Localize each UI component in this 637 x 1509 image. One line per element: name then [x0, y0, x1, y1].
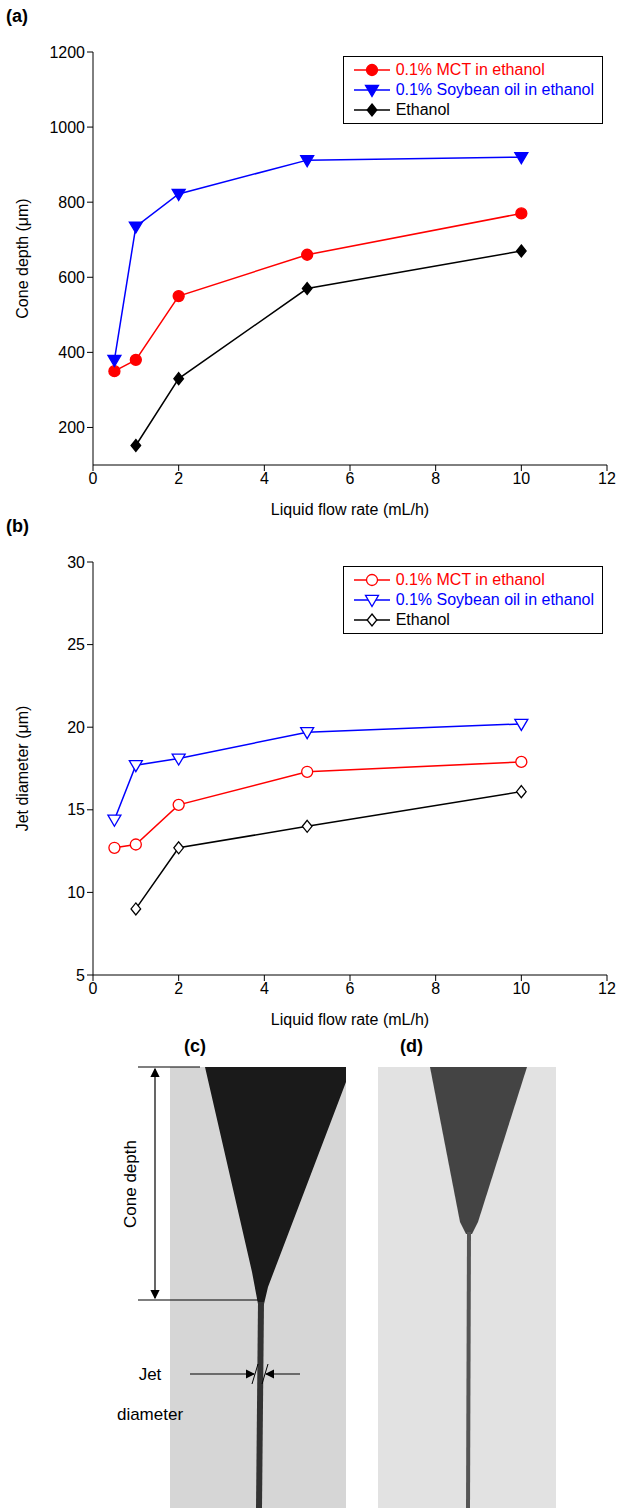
html-text:0.1% Soybean oil in ethanol: 0.1% Soybean oil in ethanol — [395, 81, 594, 98]
svg-text:(c): (c) — [184, 1036, 206, 1056]
svg-text:2: 2 — [174, 470, 183, 487]
svg-text:Jet diameter (μm): Jet diameter (μm) — [14, 706, 31, 832]
svg-text:200: 200 — [58, 419, 85, 436]
svg-text:Cone depth (μm): Cone depth (μm) — [14, 198, 31, 318]
svg-text:20: 20 — [67, 719, 85, 736]
svg-text:10: 10 — [512, 470, 530, 487]
svg-text:2: 2 — [174, 980, 183, 997]
svg-text:0: 0 — [89, 470, 98, 487]
svg-text:30: 30 — [67, 554, 85, 571]
html-text:0.1% Soybean oil in ethanol: 0.1% Soybean oil in ethanol — [395, 591, 594, 608]
svg-text:(d): (d) — [400, 1036, 423, 1056]
html-text:Ethanol: Ethanol — [395, 101, 450, 118]
svg-text:800: 800 — [58, 194, 85, 211]
svg-text:6: 6 — [346, 980, 355, 997]
html-text:Ethanol: Ethanol — [395, 611, 450, 628]
svg-text:6: 6 — [346, 470, 355, 487]
svg-text:0: 0 — [89, 980, 98, 997]
html-text:(b): (b) — [6, 516, 29, 536]
svg-text:10: 10 — [512, 980, 530, 997]
html-text:0.1% MCT in ethanol: 0.1% MCT in ethanol — [395, 571, 545, 588]
svg-text:1200: 1200 — [49, 44, 85, 61]
svg-text:12: 12 — [598, 470, 616, 487]
svg-text:600: 600 — [58, 269, 85, 286]
svg-text:12: 12 — [598, 980, 616, 997]
svg-text:15: 15 — [67, 801, 85, 818]
svg-text:10: 10 — [67, 884, 85, 901]
svg-text:diameter: diameter — [117, 1405, 183, 1424]
svg-text:5: 5 — [76, 967, 85, 984]
svg-text:4: 4 — [260, 470, 269, 487]
html-text:(a): (a) — [6, 6, 28, 26]
svg-text:4: 4 — [260, 980, 269, 997]
html-text:0.1% MCT in ethanol: 0.1% MCT in ethanol — [395, 61, 545, 78]
svg-text:8: 8 — [431, 980, 440, 997]
svg-text:Jet: Jet — [139, 1365, 162, 1384]
svg-text:8: 8 — [431, 470, 440, 487]
svg-text:Liquid flow rate (mL/h): Liquid flow rate (mL/h) — [271, 1011, 429, 1028]
svg-text:1000: 1000 — [49, 119, 85, 136]
svg-text:400: 400 — [58, 344, 85, 361]
svg-text:Cone depth: Cone depth — [121, 1140, 140, 1228]
svg-text:Liquid flow rate (mL/h): Liquid flow rate (mL/h) — [271, 501, 429, 518]
svg-text:25: 25 — [67, 636, 85, 653]
